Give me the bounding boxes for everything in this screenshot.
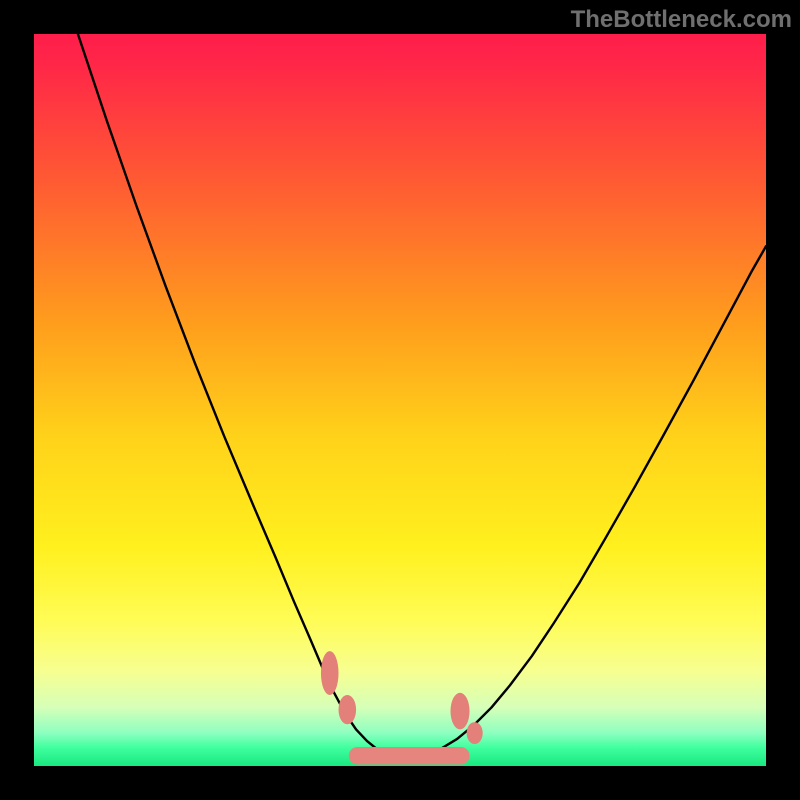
marker-blob-3 (467, 722, 483, 744)
marker-blob-1 (339, 695, 357, 724)
curve-layer (34, 34, 766, 766)
chart-stage: TheBottleneck.com (0, 0, 800, 800)
bottleneck-curve (78, 34, 766, 757)
marker-blob-2 (451, 693, 470, 730)
marker-bottom-band (349, 747, 470, 765)
marker-blob-0 (321, 651, 339, 695)
curve-markers (321, 651, 483, 764)
watermark-text: TheBottleneck.com (571, 6, 792, 34)
plot-area (34, 34, 766, 766)
